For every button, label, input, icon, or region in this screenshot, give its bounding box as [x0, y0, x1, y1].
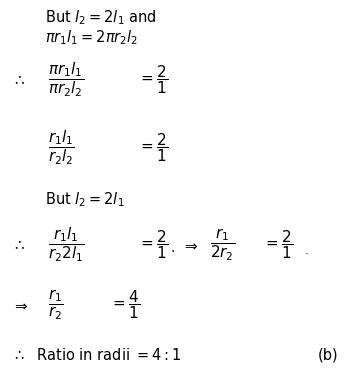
Text: $\Rightarrow$: $\Rightarrow$	[182, 237, 199, 252]
Text: .: .	[170, 241, 174, 255]
Text: $\Rightarrow$: $\Rightarrow$	[12, 297, 29, 312]
Text: But $l_2 = 2l_1$ and: But $l_2 = 2l_1$ and	[45, 9, 157, 27]
Text: $\dfrac{r_1 l_1}{r_2 l_2}$: $\dfrac{r_1 l_1}{r_2 l_2}$	[48, 129, 75, 167]
Text: $= \dfrac{2}{1}$: $= \dfrac{2}{1}$	[138, 132, 168, 164]
Text: $\dfrac{\pi r_1 l_1}{\pi r_2 l_2}$: $\dfrac{\pi r_1 l_1}{\pi r_2 l_2}$	[48, 61, 84, 99]
Text: .: .	[305, 246, 309, 256]
Text: $\dfrac{r_1 l_1}{r_2 2l_1}$: $\dfrac{r_1 l_1}{r_2 2l_1}$	[48, 226, 85, 264]
Text: But $l_2 = 2l_1$: But $l_2 = 2l_1$	[45, 190, 125, 209]
Text: $\pi r_1 l_1 = 2\pi r_2 l_2$: $\pi r_1 l_1 = 2\pi r_2 l_2$	[45, 28, 138, 47]
Text: $= \dfrac{4}{1}$: $= \dfrac{4}{1}$	[110, 289, 140, 321]
Text: $= \dfrac{2}{1}$: $= \dfrac{2}{1}$	[263, 229, 293, 261]
Text: $\therefore$: $\therefore$	[12, 237, 26, 252]
Text: (b): (b)	[317, 348, 338, 363]
Text: $= \dfrac{2}{1}$: $= \dfrac{2}{1}$	[138, 229, 168, 261]
Text: $\dfrac{r_1}{r_2}$: $\dfrac{r_1}{r_2}$	[48, 288, 64, 322]
Text: $= \dfrac{2}{1}$: $= \dfrac{2}{1}$	[138, 64, 168, 96]
Text: $\therefore$: $\therefore$	[12, 72, 26, 87]
Text: $\therefore$  Ratio in radii $= 4 : 1$: $\therefore$ Ratio in radii $= 4 : 1$	[12, 347, 181, 363]
Text: $\dfrac{r_1}{2r_2}$: $\dfrac{r_1}{2r_2}$	[210, 227, 235, 263]
